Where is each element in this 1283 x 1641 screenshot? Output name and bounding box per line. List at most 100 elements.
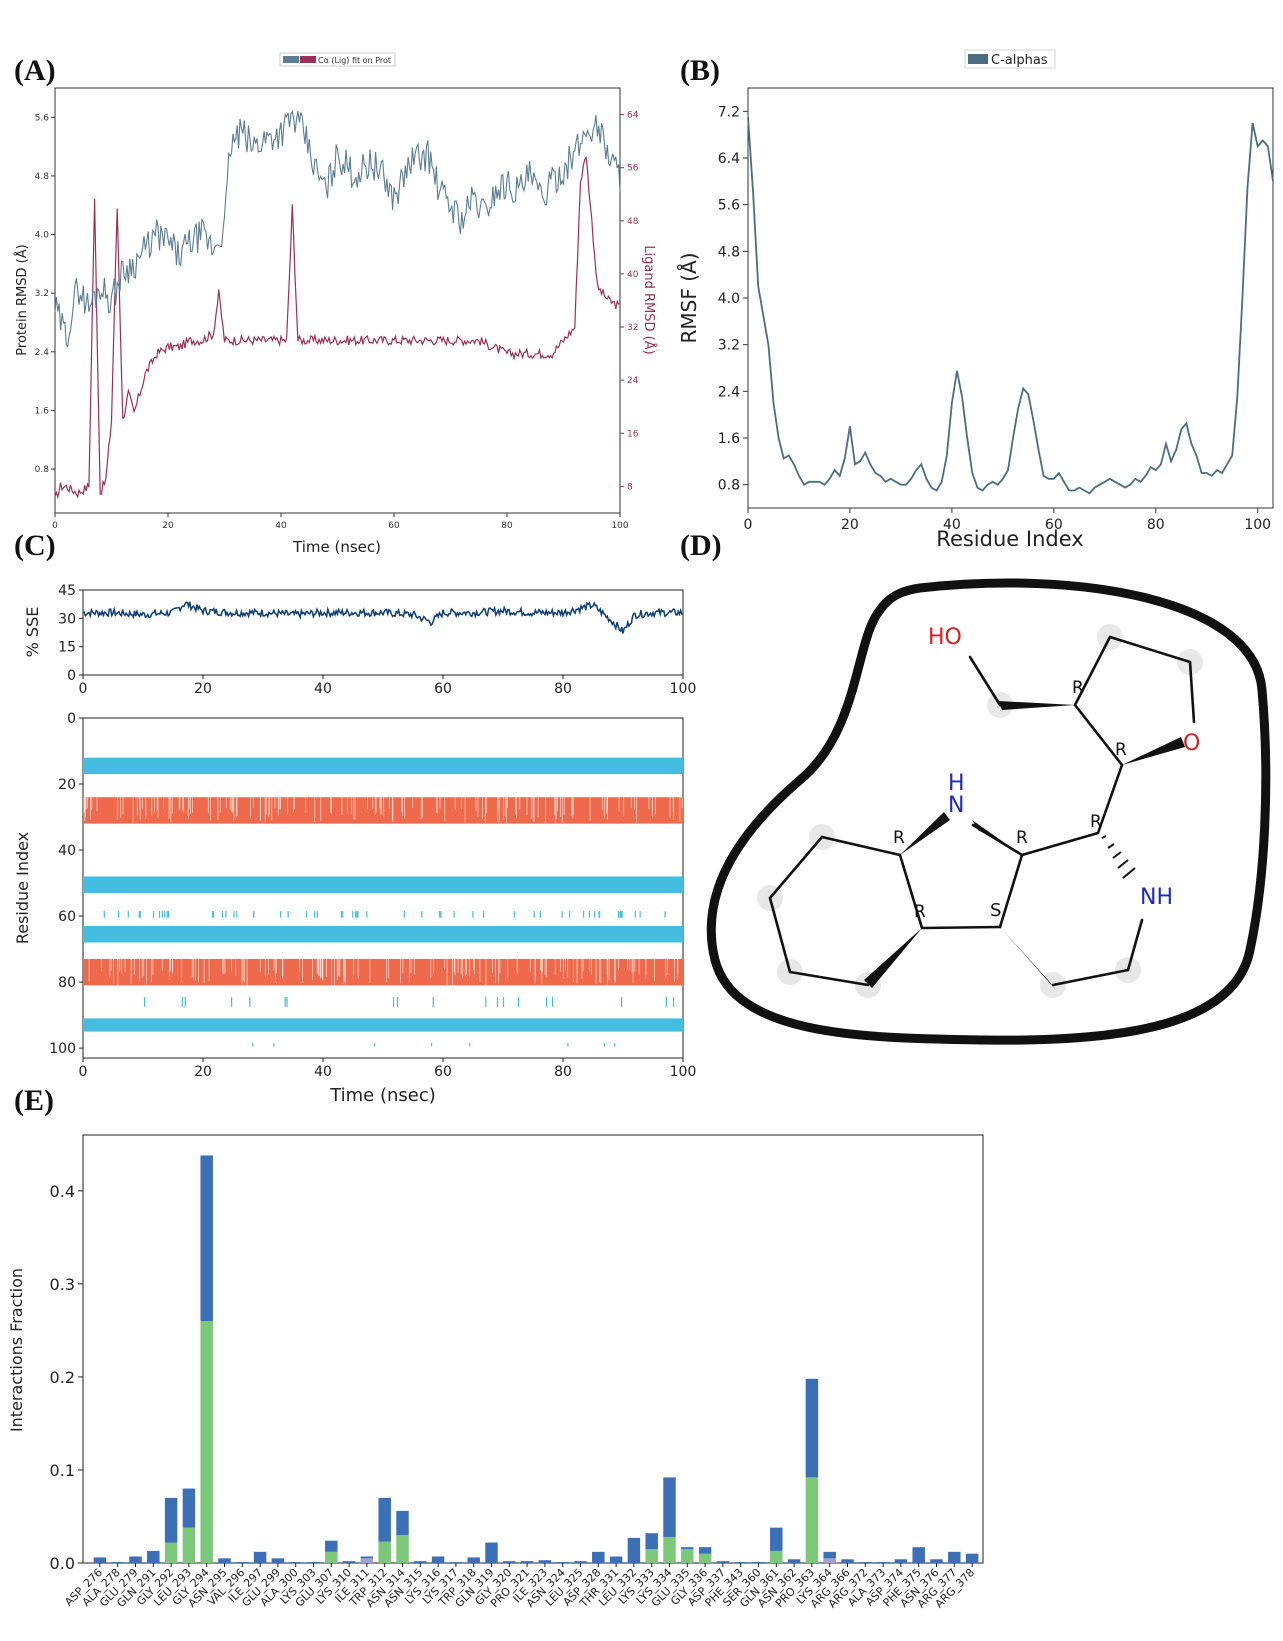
panel-a-left-tick-label: 3.2 [35,289,49,299]
panel-b-rmsf-line [747,117,1274,495]
panel-b-x-tick-label: 80 [1147,517,1165,533]
panel-a-legend-swatch-ligand [300,56,316,63]
panel-c-sse-series [82,601,684,634]
panel-c-sse-line [82,601,684,634]
panel-c-sse-x-tick-label: 80 [554,681,572,697]
panel-e-bar-water-bridges [859,1562,872,1563]
panel-c-residue-y-tick-label: 0 [67,711,76,727]
panel-e-bar-h-bonds [663,1536,676,1563]
panel-c-sse-ylabel: % SSE [23,607,42,658]
panel-e-bar-hydrophobic [360,1558,374,1563]
hash [1122,867,1136,879]
panel-c-band-helix [83,925,683,943]
panel-a-legend: Cα (Lig) fit on Prot [279,52,396,67]
panel-c-residue-x-tick-label: 20 [194,1064,212,1080]
panel-c-residue-ylabel: Residue Index [13,832,32,944]
panel-b-x-tick-label: 20 [841,517,859,533]
panel-e-bar-water-bridges [449,1562,463,1563]
panel-b-x-tick-label: 100 [1244,517,1271,533]
panel-e-bar-water-bridges [271,1558,285,1563]
panel-e-bar-h-bonds [182,1527,196,1563]
ligand-bonds [768,635,1196,987]
wedge-bonds [864,701,1185,990]
panel-e-bar-water-bridges [378,1497,391,1542]
panel-c-band-helix [83,876,683,893]
panel-c-residue-y-tick-label: 100 [49,1041,76,1057]
panel-e-bar-water-bridges [823,1551,836,1559]
panel-c-residue-y-tick-label: 40 [58,843,76,859]
panel-b-y-tick-label: 2.4 [718,384,740,400]
panel-b-plot-frame [747,87,1274,509]
panel-e-bar-water-bridges [681,1547,694,1550]
panel-a-x-tick-label: 80 [501,521,513,531]
panel-c-sse-x-tick-label: 100 [670,681,697,697]
bond [768,896,792,974]
panel-b-y-tick-label: 3.2 [718,338,740,354]
panel-c-band-helix [83,1018,683,1032]
panel-e-bar-water-bridges [414,1561,427,1563]
panel-e-bar-h-bonds [770,1550,783,1563]
wedge-bond [900,812,950,855]
panel-e-bar-water-bridges [200,1155,213,1322]
panel-e-bar-water-bridges [734,1562,747,1563]
panel-a-label: (A) [14,54,56,87]
panel-e-ylabel: Interactions Fraction [7,1268,26,1432]
panel-e-bar-water-bridges [485,1542,498,1563]
panel-a-legend-text: Cα (Lig) fit on Prot [318,56,391,65]
panel-a-left-ticks: 0.8 1.6 2.4 3.2 4.0 4.8 5.6 [35,113,55,475]
panel-e-bar-water-bridges [841,1559,854,1563]
panel-b-label: (B) [680,54,720,87]
panel-e-bar-water-bridges [503,1561,516,1563]
wedge-bond [972,820,1022,855]
panel-e-bar-water-bridges [930,1559,943,1563]
bond [1051,968,1130,987]
wedge-bond [1000,927,1056,990]
panel-c-residue-x-tick-label: 80 [554,1064,572,1080]
panel-a-right-tick-label: 56 [627,164,639,174]
panel-a: (A) Cα (Lig) fit on Prot 0.8 1.6 2.4 3.2 4.0… [14,52,657,556]
wedge-bond [1122,737,1185,765]
panel-e-bar-h-bonds [645,1549,658,1563]
panel-e-bar-water-bridges [538,1560,552,1563]
stereo-labels: R R R R R R [893,678,1127,922]
panel-e: (E) 0.0 0.1 0.2 0.3 0.4 ASP_276ALA_278GLU_27… [7,1084,984,1611]
panel-b-y-ticks: 0.8 1.6 2.4 3.2 4.0 4.8 5.6 6.4 7.2 [718,104,748,494]
panel-e-bar-water-bridges [787,1559,801,1563]
bond [1073,635,1112,707]
panel-e-bar-water-bridges [253,1551,267,1563]
bond [1096,763,1124,835]
panel-c-residue-x-tick-label: 60 [434,1064,452,1080]
panel-c-sse-y-ticks: 0 15 30 45 [58,583,83,684]
panel-a-right-tick-label: 8 [627,482,633,492]
panel-a-right-ylabel: Ligand RMSD (Å) [641,245,657,354]
panel-a-right-tick-label: 24 [627,376,639,386]
panel-b-y-tick-label: 6.4 [718,151,740,167]
hash [1117,859,1129,869]
stereo-r: R [914,902,926,922]
panel-c-residue-y-tick-label: 20 [58,777,76,793]
panel-b-y-tick-label: 7.2 [718,104,740,120]
panel-e-bar-water-bridges [894,1559,908,1563]
panel-b-legend-swatch [968,54,988,64]
panel-c-label: (C) [14,529,56,562]
panel-b-xlabel: Residue Index [936,527,1083,551]
bond [1108,635,1192,664]
panel-b-legend: C-alphas [964,49,1056,69]
panel-b-y-tick-label: 4.0 [718,291,740,307]
panel-a-x-tick-label: 0 [52,521,58,531]
panel-e-bar-water-bridges [325,1540,338,1552]
panel-a-right-tick-label: 64 [627,111,639,121]
panel-b-x-tick-label: 0 [744,517,753,533]
panel-c-sse-y-tick-label: 45 [58,583,76,599]
atom-n: N [948,793,964,818]
ligand-outline-contour [706,578,1271,1045]
panel-c-sse-y-tick-label: 30 [58,611,76,627]
hash [1107,843,1115,849]
panel-a-xlabel: Time (nsec) [292,538,381,556]
panel-a-series [54,109,621,500]
panel-a-left-tick-label: 4.0 [35,231,50,241]
hash [1101,835,1107,839]
panel-e-bar-h-bonds [200,1321,213,1563]
panel-e-y-tick-label: 0.4 [50,1182,75,1201]
panel-a-left-tick-label: 4.8 [35,172,50,182]
